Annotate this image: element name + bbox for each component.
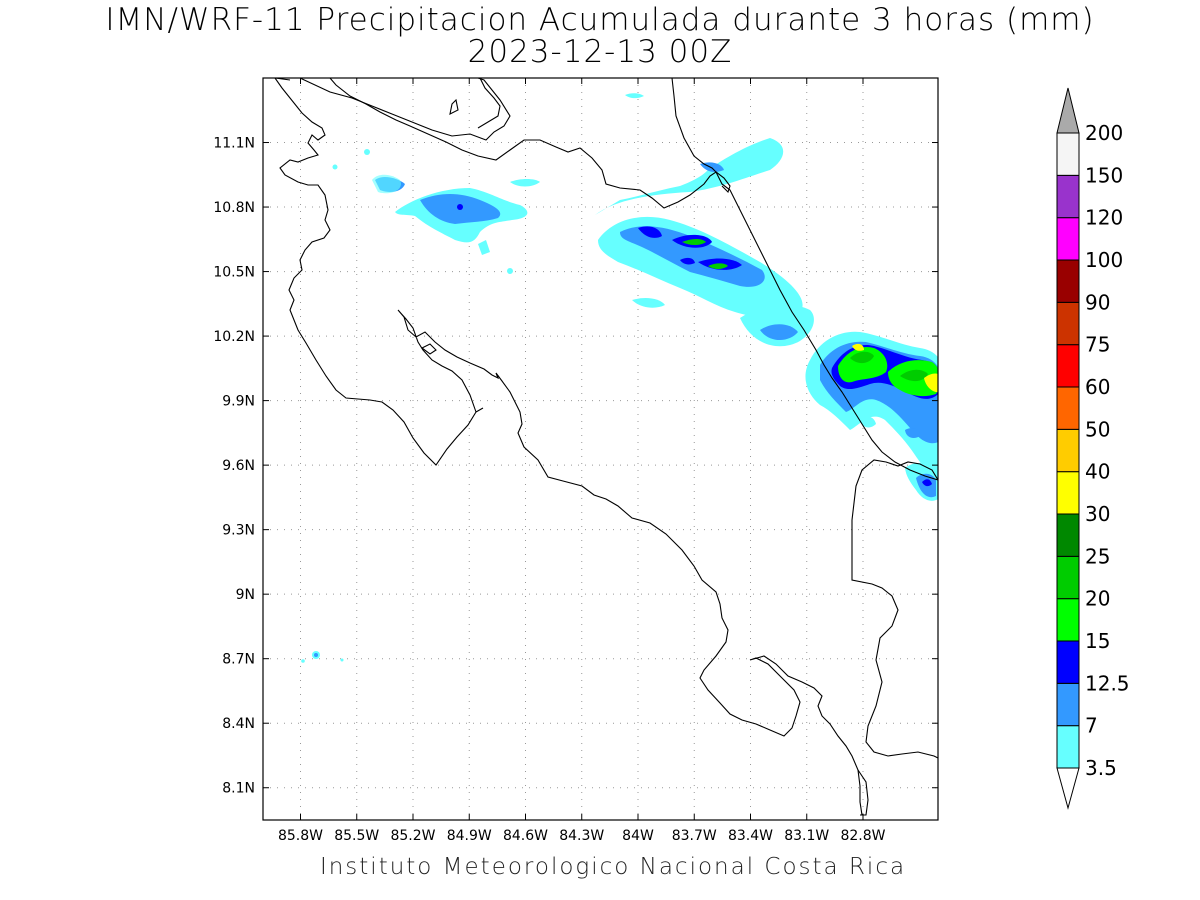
colorbar-swatch [1056,301,1080,346]
lon-tick-label: 85.2W [390,828,435,844]
lat-tick-label: 11.1N [213,136,255,152]
lat-tick-label: 9.6N [222,458,255,474]
lat-tick-label: 9.9N [222,394,255,410]
plot-frame [262,77,939,821]
map-subtitle-date: 2023-12-13 00Z [467,34,733,70]
colorbar-swatch [1056,344,1080,388]
colorbar-label: 50 [1085,417,1110,441]
colorbar-swatch [1056,598,1080,642]
colorbar-label: 20 [1085,587,1110,611]
lat-tick-label: 9.3N [222,523,255,539]
lat-tick-label: 8.7N [222,652,255,668]
lat-tick-label: 10.5N [213,265,255,281]
lon-tick-label: 82.8W [840,828,885,844]
precipitation-field [274,78,938,816]
colorbar-label: 15 [1085,629,1110,653]
colorbar-swatch [1056,725,1080,769]
colorbar-swatch [1056,132,1080,176]
colorbar-top-arrow [1056,87,1080,134]
colorbar-label: 30 [1085,502,1110,526]
colorbar-label: 75 [1085,333,1110,357]
lon-tick-label: 84.6W [503,828,548,844]
lon-tick-label: 83.4W [728,828,773,844]
coastlines [274,78,938,816]
lon-tick-label: 84.3W [559,828,604,844]
colorbar-swatch [1056,259,1080,303]
colorbar-label: 12.5 [1085,671,1130,695]
lon-tick-label: 85.5W [334,828,379,844]
rain-band-caribbean [595,93,938,501]
lon-tick-label: 84W [622,828,654,844]
colorbar-swatch [1056,682,1080,727]
colorbar-label: 100 [1085,248,1123,272]
rain-band-north [332,149,540,274]
lat-tick-label: 8.1N [222,781,255,797]
colorbar-label: 60 [1085,375,1110,399]
colorbar-swatch [1056,640,1080,684]
lon-tick-label: 84.9W [447,828,492,844]
colorbar-swatch [1056,217,1080,261]
lat-tick-label: 9N [236,587,255,603]
colorbar-bottom-arrow [1056,767,1080,810]
colorbar-label: 25 [1085,544,1110,568]
map-title: IMN/WRF-11 Precipitacion Acumulada duran… [105,2,1095,38]
lon-tick-label: 83.7W [672,828,717,844]
colorbar-swatch [1056,471,1080,515]
rain-cells-pacific [301,651,344,663]
colorbar-swatch [1056,386,1080,430]
colorbar-swatch [1056,428,1080,473]
footer-credit: Instituto Meteorologico Nacional Costa R… [319,854,907,880]
lat-tick-label: 10.8N [213,200,255,216]
colorbar-label: 200 [1085,121,1123,145]
colorbar-label: 7 [1085,714,1098,738]
axis-ticks: 85.8W 85.5W 85.2W 84.9W 84.6W 84.3W 84W 83.7W 83… [213,78,938,844]
colorbar: 3.5 7 12.5 15 20 25 30 40 50 60 75 90 100 120 150 200 [1056,87,1130,810]
colorbar-label: 40 [1085,460,1110,484]
lon-tick-label: 85.8W [278,828,323,844]
lon-tick-label: 83.1W [784,828,829,844]
colorbar-swatch [1056,555,1080,600]
colorbar-swatch [1056,174,1080,219]
plot-area [263,78,938,820]
colorbar-swatch [1056,513,1080,557]
lat-tick-label: 8.4N [222,716,255,732]
colorbar-label: 90 [1085,290,1110,314]
colorbar-label: 150 [1085,163,1123,187]
lat-tick-label: 10.2N [213,329,255,345]
colorbar-label: 3.5 [1085,756,1117,780]
colorbar-label: 120 [1085,206,1123,230]
